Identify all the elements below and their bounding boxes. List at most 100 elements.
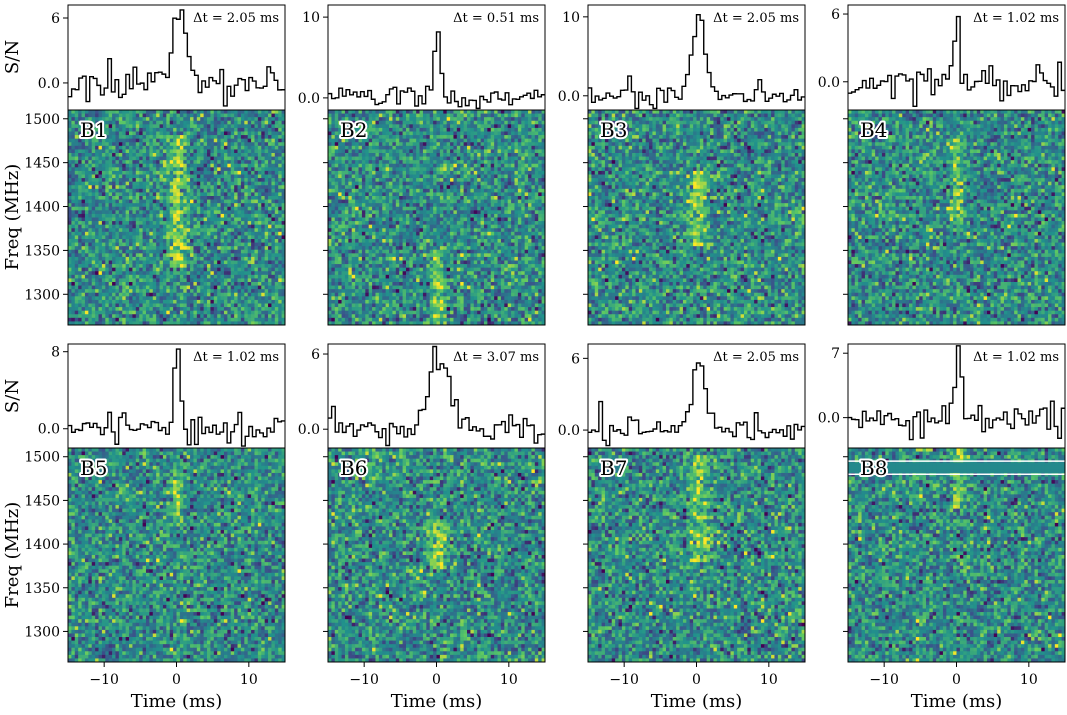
waterfall-cell — [109, 146, 113, 150]
waterfall-cell — [210, 132, 214, 136]
waterfall-cell — [160, 121, 164, 125]
waterfall-cell — [244, 164, 248, 168]
waterfall-cell — [132, 121, 136, 125]
waterfall-cell — [149, 114, 153, 118]
waterfall-cell — [166, 124, 170, 128]
waterfall-cell — [71, 132, 75, 136]
waterfall-cell — [170, 142, 174, 146]
waterfall-cell — [278, 139, 282, 143]
waterfall-cell — [227, 139, 231, 143]
waterfall-cell — [231, 164, 235, 168]
waterfall-cell — [156, 110, 160, 114]
waterfall-cell — [241, 117, 245, 121]
waterfall-cell — [143, 110, 147, 114]
waterfall-cell — [207, 110, 211, 114]
waterfall-cell — [231, 128, 235, 132]
waterfall-cell — [115, 146, 119, 150]
waterfall-cell — [88, 164, 92, 168]
waterfall-cell — [88, 153, 92, 157]
waterfall-cell — [268, 142, 272, 146]
waterfall-cell — [278, 149, 282, 153]
waterfall-cell — [112, 167, 116, 171]
waterfall-cell — [95, 157, 99, 161]
waterfall-cell — [112, 139, 116, 143]
waterfall-cell — [200, 153, 204, 157]
waterfall-cell — [160, 139, 164, 143]
waterfall-cell — [238, 117, 242, 121]
waterfall-cell — [278, 121, 282, 125]
waterfall-cell — [183, 146, 187, 150]
waterfall-cell — [88, 160, 92, 164]
waterfall-cell — [265, 121, 269, 125]
waterfall-cell — [170, 128, 174, 132]
waterfall-cell — [115, 110, 119, 114]
waterfall-cell — [268, 128, 272, 132]
waterfall-cell — [129, 146, 133, 150]
waterfall-cell — [180, 153, 184, 157]
waterfall-cell — [183, 167, 187, 171]
waterfall-cell — [268, 153, 272, 157]
waterfall-cell — [149, 149, 153, 153]
waterfall-cell — [112, 157, 116, 161]
waterfall-cell — [119, 153, 123, 157]
waterfall-cell — [166, 167, 170, 171]
waterfall-cell — [173, 164, 177, 168]
waterfall-cell — [129, 110, 133, 114]
waterfall-cell — [115, 160, 119, 164]
waterfall-cell — [187, 142, 191, 146]
waterfall-cell — [146, 135, 150, 139]
waterfall-cell — [265, 117, 269, 121]
waterfall-cell — [204, 117, 208, 121]
waterfall-cell — [68, 157, 72, 161]
waterfall-cell — [234, 121, 238, 125]
waterfall-cell — [146, 146, 150, 150]
waterfall-cell — [119, 121, 123, 125]
waterfall-cell — [102, 171, 106, 175]
waterfall-cell — [238, 164, 242, 168]
waterfall-cell — [241, 121, 245, 125]
waterfall-cell — [180, 117, 184, 121]
waterfall-cell — [122, 157, 126, 161]
waterfall-cell — [217, 110, 221, 114]
waterfall-cell — [85, 157, 89, 161]
waterfall-cell — [221, 167, 225, 171]
waterfall-cell — [109, 128, 113, 132]
waterfall-cell — [160, 124, 164, 128]
waterfall-cell — [95, 171, 99, 175]
waterfall-cell — [75, 146, 79, 150]
waterfall-cell — [160, 157, 164, 161]
waterfall-cell — [143, 164, 147, 168]
waterfall-cell — [177, 117, 181, 121]
waterfall-cell — [146, 110, 150, 114]
waterfall-cell — [149, 135, 153, 139]
waterfall-cell — [170, 135, 174, 139]
waterfall-cell — [210, 114, 214, 118]
waterfall-cell — [177, 157, 181, 161]
waterfall-cell — [112, 124, 116, 128]
waterfall-cell — [177, 146, 181, 150]
waterfall-cell — [160, 160, 164, 164]
waterfall-cell — [163, 139, 167, 143]
waterfall-cell — [170, 164, 174, 168]
waterfall-cell — [82, 167, 86, 171]
waterfall-cell — [88, 142, 92, 146]
waterfall-cell — [200, 114, 204, 118]
waterfall-cell — [217, 167, 221, 171]
waterfall-cell — [244, 114, 248, 118]
waterfall-cell — [190, 139, 194, 143]
waterfall-cell — [126, 114, 130, 118]
waterfall-cell — [224, 128, 228, 132]
waterfall-cell — [92, 142, 96, 146]
waterfall-cell — [160, 146, 164, 150]
waterfall-cell — [265, 132, 269, 136]
waterfall-cell — [238, 135, 242, 139]
waterfall-cell — [129, 164, 133, 168]
waterfall-cell — [146, 139, 150, 143]
waterfall-cell — [139, 135, 143, 139]
waterfall-cell — [204, 124, 208, 128]
waterfall-cell — [265, 128, 269, 132]
waterfall-cell — [258, 114, 262, 118]
waterfall-cell — [112, 171, 116, 175]
waterfall-cell — [224, 135, 228, 139]
waterfall-cell — [251, 117, 255, 121]
